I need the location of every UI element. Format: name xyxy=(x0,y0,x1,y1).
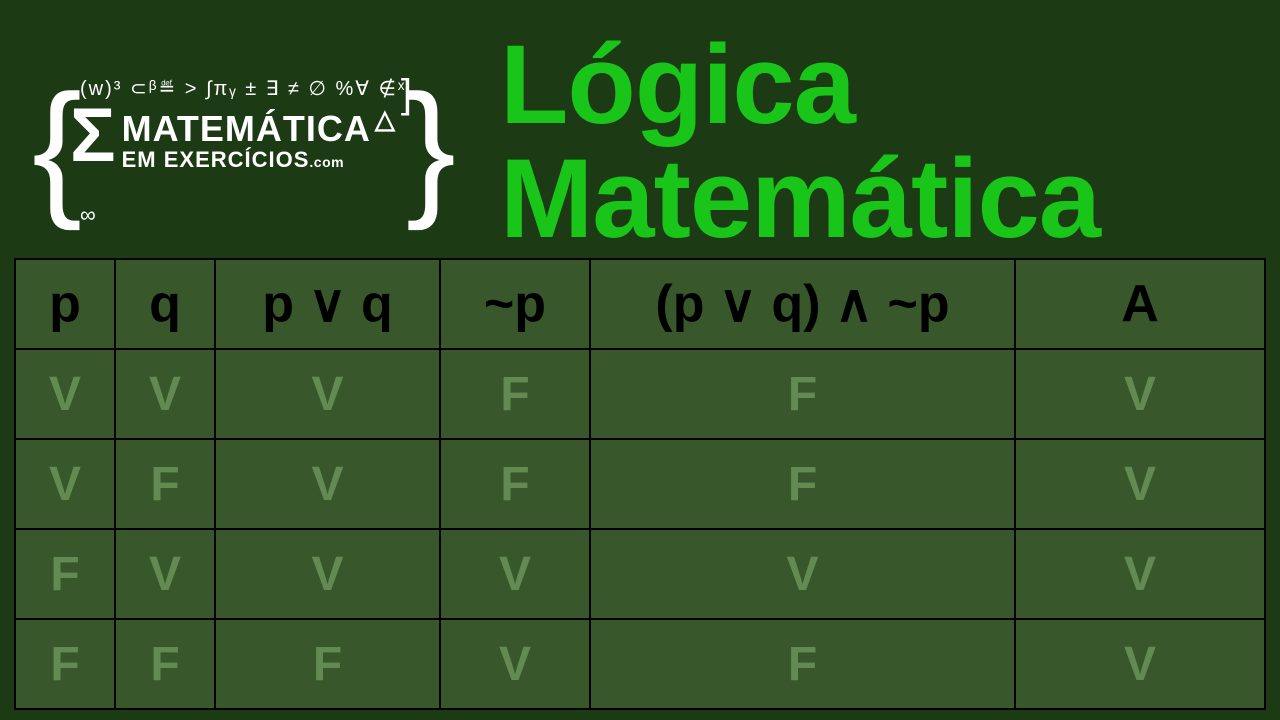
brace-right-icon: } xyxy=(406,72,456,222)
table-cell: V xyxy=(15,439,115,529)
table-cell: F xyxy=(590,349,1015,439)
table-column-header: p xyxy=(15,259,115,349)
table-cell: V xyxy=(440,619,590,709)
table-row: VVVFFV xyxy=(15,349,1265,439)
sigma-icon: Σ xyxy=(70,102,116,170)
logo-symbols-row: (w)³ ⊂ᵝ≝ > ∫πᵧ ± ∃ ≠ ∅ %∀ ∉ˣ xyxy=(80,76,407,101)
table-cell: V xyxy=(215,439,440,529)
table-cell: V xyxy=(1015,439,1265,529)
header: { (w)³ ⊂ᵝ≝ > ∫πᵧ ± ∃ ≠ ∅ %∀ ∉ˣ Σ MATEMÁT… xyxy=(0,0,1280,276)
table-cell: F xyxy=(440,439,590,529)
table-cell: V xyxy=(215,349,440,439)
logo-line1: MATEMÁTICA xyxy=(122,108,371,149)
table-column-header: ~p xyxy=(440,259,590,349)
table-cell: F xyxy=(590,619,1015,709)
triangle-icon: △ xyxy=(375,104,396,134)
table-cell: V xyxy=(1015,349,1265,439)
table-cell: V xyxy=(215,529,440,619)
logo-line2a: EM EXERCÍCIOS xyxy=(122,147,310,172)
table-cell: V xyxy=(440,529,590,619)
table-cell: F xyxy=(215,619,440,709)
table-cell: F xyxy=(115,439,215,529)
title-line1: Lógica xyxy=(500,28,1100,142)
title-line2: Matemática xyxy=(500,142,1100,256)
table-row: FFFVFV xyxy=(15,619,1265,709)
table-cell: F xyxy=(440,349,590,439)
table-cell: V xyxy=(590,529,1015,619)
truth-table-wrap: pqp ∨ q~p(p ∨ q) ∧ ~pA VVVFFVVFVFFVFVVVV… xyxy=(0,258,1280,710)
table-cell: V xyxy=(115,529,215,619)
table-row: VFVFFV xyxy=(15,439,1265,529)
logo-text: MATEMÁTICA△ EM EXERCÍCIOS.com xyxy=(122,106,396,171)
table-cell: V xyxy=(1015,529,1265,619)
table-column-header: A xyxy=(1015,259,1265,349)
table-cell: V xyxy=(1015,619,1265,709)
table-column-header: q xyxy=(115,259,215,349)
table-column-header: (p ∨ q) ∧ ~p xyxy=(590,259,1015,349)
logo-line2b: .com xyxy=(309,154,344,170)
table-cell: F xyxy=(15,529,115,619)
table-cell: V xyxy=(15,349,115,439)
table-cell: V xyxy=(115,349,215,439)
table-cell: F xyxy=(590,439,1015,529)
brand-logo: { (w)³ ⊂ᵝ≝ > ∫πᵧ ± ∃ ≠ ∅ %∀ ∉ˣ Σ MATEMÁT… xyxy=(40,52,460,232)
table-header-row: pqp ∨ q~p(p ∨ q) ∧ ~pA xyxy=(15,259,1265,349)
infinity-icon: ∞ xyxy=(80,202,96,228)
page-title: Lógica Matemática xyxy=(500,28,1100,256)
table-cell: F xyxy=(115,619,215,709)
logo-main: Σ MATEMÁTICA△ EM EXERCÍCIOS.com xyxy=(70,102,396,171)
table-column-header: p ∨ q xyxy=(215,259,440,349)
table-cell: F xyxy=(15,619,115,709)
table-row: FVVVVV xyxy=(15,529,1265,619)
truth-table: pqp ∨ q~p(p ∨ q) ∧ ~pA VVVFFVVFVFFVFVVVV… xyxy=(14,258,1266,710)
